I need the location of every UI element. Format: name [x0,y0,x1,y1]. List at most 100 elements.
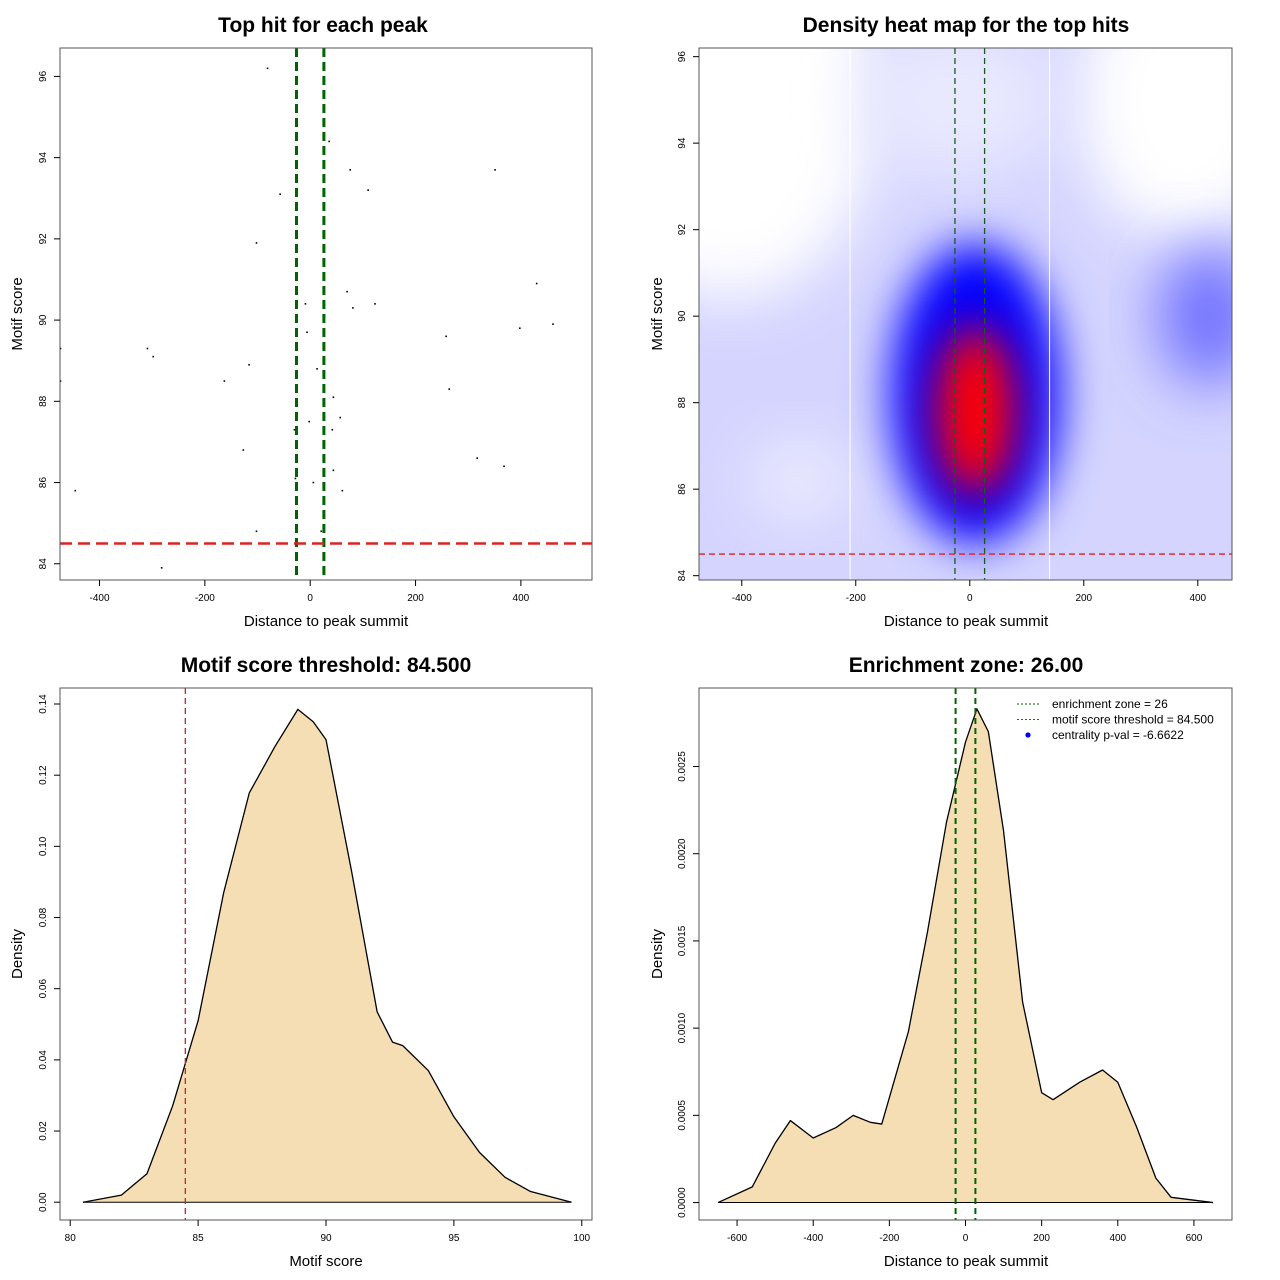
data-point [346,290,348,293]
x-tick-label: 95 [448,1233,460,1244]
density-curve [82,708,572,1203]
data-point [306,331,308,334]
x-tick-label: 100 [573,1233,590,1244]
panel4-xlabel: Distance to peak summit [884,1253,1049,1270]
x-tick-label: 400 [513,593,530,604]
panel4-title: Enrichment zone: 26.00 [849,654,1084,677]
data-point [332,469,335,472]
y-tick-label: 90 [677,310,688,322]
x-tick-label: 0 [307,593,313,604]
legend-label: enrichment zone = 26 [1052,697,1168,711]
x-tick-label: 200 [1075,593,1092,604]
data-point [445,335,447,338]
data-point [519,327,521,330]
data-point [535,282,538,285]
data-point [146,347,149,350]
x-tick-label: -400 [732,593,752,604]
data-point [293,428,296,431]
heatmap-low-region [858,48,1059,180]
data-point [266,67,269,70]
data-point [476,457,478,459]
data-point [316,368,318,370]
data-point [341,489,344,492]
panel3-xlabel: Motif score [289,1253,362,1270]
panel2-plot-frame [698,47,1233,581]
data-point [331,428,334,431]
y-tick-label: 0.06 [38,979,49,999]
data-point [320,530,323,533]
data-point [74,489,77,492]
panel3-title: Motif score threshold: 84.500 [181,654,472,677]
data-point [552,323,554,325]
legend-marker [1025,732,1031,738]
data-point [448,388,451,390]
y-tick-label: 86 [677,483,688,495]
y-tick-label: 94 [38,152,49,164]
y-tick-label: 84 [38,558,49,570]
data-point [152,355,155,358]
heatmap-mid-region [1159,246,1232,387]
y-tick-label: 96 [38,70,49,82]
x-tick-label: 400 [1189,593,1206,604]
y-tick-label: 0.0025 [677,751,688,782]
x-tick-label: 600 [1186,1233,1203,1244]
heatmap-low-region [748,440,849,521]
x-tick-label: 80 [65,1233,77,1244]
data-point [352,307,354,309]
heatmap-low-region [1076,48,1232,240]
panel2-ylabel: Motif score [649,277,666,350]
panel1-title: Top hit for each peak [218,14,428,37]
y-tick-label: 86 [38,477,49,489]
y-tick-label: 88 [677,397,688,409]
x-tick-label: 0 [967,593,973,604]
panel1-ylabel: Motif score [9,277,26,350]
y-tick-label: 0.12 [38,765,49,785]
heatmap-low-region [699,48,881,300]
x-tick-label: 400 [1109,1233,1126,1244]
heatmap-peak-region [935,326,1016,497]
x-tick-label: 200 [1033,1233,1050,1244]
y-tick-label: 92 [38,233,49,245]
panel2-title: Density heat map for the top hits [803,14,1130,37]
x-tick-label: 200 [407,593,424,604]
x-tick-label: -200 [846,593,866,604]
data-point [328,140,330,143]
density-fill [83,709,572,1203]
density-curve [717,708,1214,1204]
panel1-plot-frame [59,47,593,581]
y-tick-label: 96 [677,51,688,63]
data-point [279,193,281,195]
x-tick-label: 90 [320,1233,332,1244]
y-tick-label: 90 [38,314,49,326]
y-tick-label: 88 [38,395,49,407]
data-point [248,363,250,366]
x-tick-label: 0 [963,1233,969,1244]
x-tick-label: -200 [879,1233,899,1244]
data-point [367,189,369,191]
y-tick-label: 0.00 [38,1192,49,1212]
data-point [255,530,258,533]
data-point [312,481,315,484]
data-point [294,477,297,480]
y-tick-label: 0.04 [38,1050,49,1070]
data-point [332,396,335,399]
panel3-ylabel: Density [9,928,26,979]
data-point [339,416,342,419]
y-tick-label: 0.0020 [677,838,688,869]
data-point [255,242,258,244]
y-tick-label: 0.14 [38,694,49,714]
y-tick-label: 0.0005 [677,1100,688,1131]
data-point [308,420,310,423]
y-tick-label: 0.10 [38,836,49,856]
data-point [160,567,163,569]
data-point [242,449,245,451]
data-point [223,380,226,382]
y-tick-label: 0.02 [38,1121,49,1141]
y-tick-label: 0.0015 [677,925,688,956]
y-tick-label: 92 [677,224,688,236]
x-tick-label: -200 [195,593,215,604]
x-tick-label: 85 [193,1233,205,1244]
data-point [349,169,352,171]
data-point [494,169,496,171]
